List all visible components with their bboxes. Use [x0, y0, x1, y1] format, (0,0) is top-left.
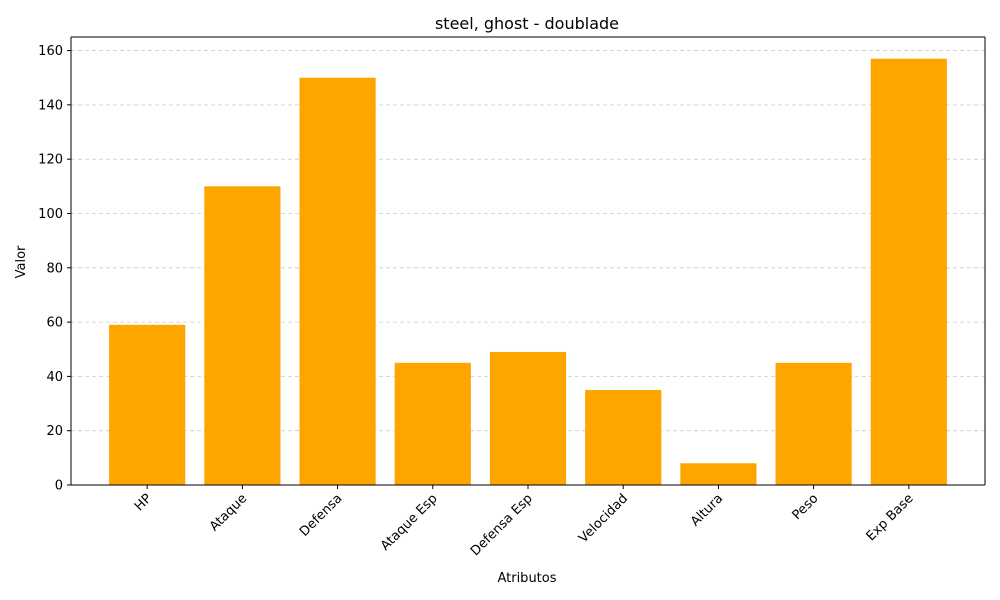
bar-hp [109, 324, 186, 485]
y-tick-label: 160 [38, 44, 63, 59]
y-tick-label: 80 [46, 261, 63, 276]
bar-velocidad [585, 389, 662, 485]
y-tick-label: 100 [38, 207, 63, 222]
x-tick-label: Exp Base [864, 491, 917, 544]
x-tick-label: Altura [688, 491, 726, 529]
bar-defensa [299, 77, 376, 486]
bar-ataque [204, 186, 281, 486]
y-axis-label: Valor [14, 245, 29, 278]
bars [109, 58, 947, 486]
y-ticks: 0 20 40 60 80 100 120 140 160 [38, 44, 71, 494]
bar-ataque-esp [394, 362, 471, 485]
x-tick-label: HP [132, 491, 155, 514]
x-tick-label: Defensa Esp [468, 491, 536, 559]
y-tick-label: 60 [46, 316, 63, 331]
bar-exp-base [870, 58, 947, 485]
bar-altura [680, 463, 757, 485]
y-tick-label: 140 [38, 98, 63, 113]
x-ticks: HP Ataque Defensa Ataque Esp Defensa Esp Velo… [132, 485, 917, 559]
x-tick-label: Defensa [297, 491, 345, 539]
x-axis-label: Atributos [497, 571, 556, 586]
y-tick-label: 120 [38, 153, 63, 168]
x-tick-label: Peso [790, 491, 822, 523]
y-tick-label: 40 [46, 370, 63, 385]
x-tick-label: Ataque [207, 491, 250, 534]
bar-defensa-esp [489, 351, 567, 485]
y-tick-label: 20 [46, 424, 63, 439]
bar-peso [775, 362, 852, 485]
x-tick-label: Ataque Esp [378, 491, 441, 554]
y-tick-label: 0 [55, 479, 63, 494]
x-tick-label: Velocidad [576, 491, 631, 546]
chart-title: steel, ghost - doublade [435, 14, 619, 33]
